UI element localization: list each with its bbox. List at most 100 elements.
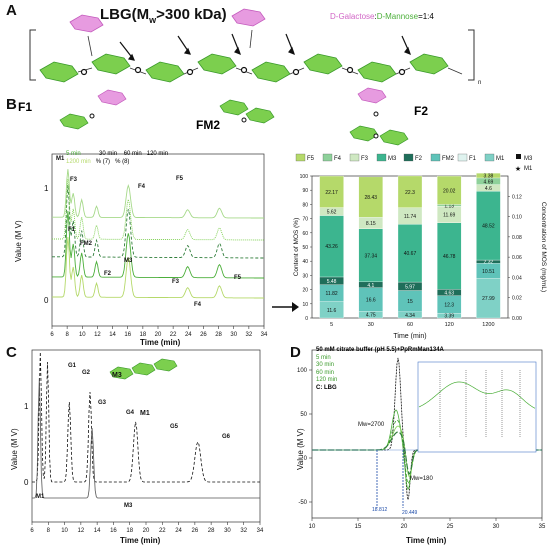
legend-label: FM2 xyxy=(442,156,455,162)
x-tick-label: 30 xyxy=(224,528,231,534)
x-tick-label: 12 xyxy=(78,528,85,534)
x-tick-label: 8 xyxy=(65,332,69,338)
bar-segment xyxy=(397,224,423,283)
y-tick-label: 20 xyxy=(302,288,308,294)
panel-c-chromatogram: 6 8 10 12 14 16 18 20 22 24 26 28 30 32 34 xyxy=(30,349,264,534)
y-tick-label: 60 xyxy=(302,231,308,237)
structure-label-f1: F1 xyxy=(18,100,33,114)
mannose-ring xyxy=(251,61,291,83)
legend-swatch xyxy=(430,153,441,162)
left-bracket xyxy=(29,29,36,81)
c-traces xyxy=(32,351,260,499)
galactose-label: D-Galactose xyxy=(330,12,375,21)
chromatogram-trace xyxy=(52,178,264,241)
peak-f4-top: F4 xyxy=(138,184,146,190)
x-tick-label: 16 xyxy=(110,528,117,534)
bar-ylabel: Content of MOS (%) xyxy=(293,218,300,277)
x-tick-label: 34 xyxy=(257,528,264,534)
legend-label: F1 xyxy=(469,156,477,162)
legend-pct7: % (7) xyxy=(95,159,111,165)
legend-30min: 30 min xyxy=(99,151,118,157)
x-tick-label: 16 xyxy=(124,332,131,338)
bar-segment-label: 40.67 xyxy=(404,251,417,257)
peak-f4: F4 xyxy=(194,302,202,308)
c-ytick-0: 0 xyxy=(24,478,29,487)
bar-segment-label: 11.74 xyxy=(404,214,416,220)
lbg-structure-diagram xyxy=(29,8,475,83)
peak-c-m1: M1 xyxy=(140,410,150,417)
x-tick-label: 120 xyxy=(445,322,454,328)
c-ylabel: Value (M V) xyxy=(10,428,19,470)
x-tick-label: 35 xyxy=(539,524,546,530)
mw-180: Mw=180 xyxy=(410,476,433,482)
y-tick-label: 80 xyxy=(302,202,308,208)
right-bracket xyxy=(468,29,475,81)
peak-g5: G5 xyxy=(170,424,179,430)
x-tick-label: 6 xyxy=(30,528,34,534)
y-tick-label: 0 xyxy=(305,316,308,322)
y-tick-label: 30 xyxy=(302,273,308,279)
x-tick-label: 12 xyxy=(94,332,101,338)
structure-label-fm2: FM2 xyxy=(196,118,220,132)
bar-segment-label: 3.39 xyxy=(444,314,454,320)
ratio-separator: : xyxy=(374,12,377,21)
panel-label-d: D xyxy=(290,344,301,361)
arrow-right-icon xyxy=(272,302,299,312)
d-inset-frame xyxy=(417,361,537,453)
bar-segment-label: 37.34 xyxy=(365,253,378,259)
y2-tick-label: 0.10 xyxy=(512,215,522,221)
mw-2700: Mw=2700 xyxy=(358,422,385,428)
galactose-branches xyxy=(69,8,266,33)
panel-label-a: A xyxy=(6,2,17,19)
x-tick-label: 25 xyxy=(447,524,454,530)
mannose-ring xyxy=(303,53,343,75)
bar-segment-label: 48.52 xyxy=(482,224,495,230)
chromatogram-trace xyxy=(52,169,264,219)
x-tick-label: 22 xyxy=(170,332,177,338)
bar-segment-label: 15 xyxy=(407,299,413,305)
x-tick-label: 26 xyxy=(192,528,199,534)
peak-c-m1-bottom: M1 xyxy=(36,494,45,500)
x-tick-label: 32 xyxy=(240,528,247,534)
peak-f5: F5 xyxy=(234,275,242,281)
peak-fm2: FM2 xyxy=(80,241,92,247)
y2-tick-label: 0.00 xyxy=(512,316,522,322)
bar-segment-label: 4.6 xyxy=(485,186,492,192)
x-tick-label: 18 xyxy=(126,528,133,534)
mannose-ring xyxy=(357,61,397,83)
d-axes: 10 15 20 25 30 35 100 50 0 -50 xyxy=(297,368,546,530)
x-tick-label: 6 xyxy=(50,332,54,338)
legend-label: F5 xyxy=(307,156,315,162)
bar-segment xyxy=(476,172,501,179)
x-tick-label: 18 xyxy=(140,332,147,338)
legend-label: M3 xyxy=(388,156,397,162)
bars: 11.6 11.82 5.48 43.26 5.62 22.17 4.75 16.6 4.1 37… xyxy=(319,172,501,320)
c-ytick-1: 1 xyxy=(24,402,29,411)
y2-tick-label: 0.02 xyxy=(512,296,522,302)
bar-segment-label: 46.78 xyxy=(443,254,456,260)
mos-stacked-bar-chart: F5 F4 F3 M3 F2 FM2 F1 M1 M3★ M1 11.611.825.4843.2… xyxy=(293,153,547,340)
bar-segment-label: 11.82 xyxy=(326,291,338,297)
bar-segment-label: 4.75 xyxy=(366,313,376,319)
d-legend-lbg: C: LBG xyxy=(316,384,337,391)
galactose-ring xyxy=(69,14,104,33)
lbg-title: LBG(Mw>300 kDa) xyxy=(100,6,227,25)
x-tick-label: 20 xyxy=(401,524,408,530)
d-legend-120min: 120 min xyxy=(316,377,338,383)
d-legend-buffer: 50 mM citrate buffer (pH 5.5)+PpRmMan134… xyxy=(316,347,444,353)
x-tick-label: 10 xyxy=(309,524,316,530)
bar-xlabel: Time (min) xyxy=(393,333,426,340)
d-legend-60min: 60 min xyxy=(316,369,335,376)
bar-segment-label: 11.6 xyxy=(327,308,337,314)
x-tick-label: 34 xyxy=(261,332,268,338)
bar-segment-label: 4.34 xyxy=(405,313,415,319)
x-tick-label: 30 xyxy=(368,322,374,328)
legend-5min: 5 min xyxy=(66,151,81,157)
legend-60min: 60 min xyxy=(123,151,142,157)
legend-label: F3 xyxy=(361,156,369,162)
x-tick-label: 26 xyxy=(200,332,207,338)
bar-segment xyxy=(397,175,423,208)
bar-segment-label: 5.62 xyxy=(327,210,337,216)
legend-swatch xyxy=(322,153,333,162)
panel-d-chromatogram: 10 15 20 25 30 35 100 50 0 -50 xyxy=(297,349,546,530)
